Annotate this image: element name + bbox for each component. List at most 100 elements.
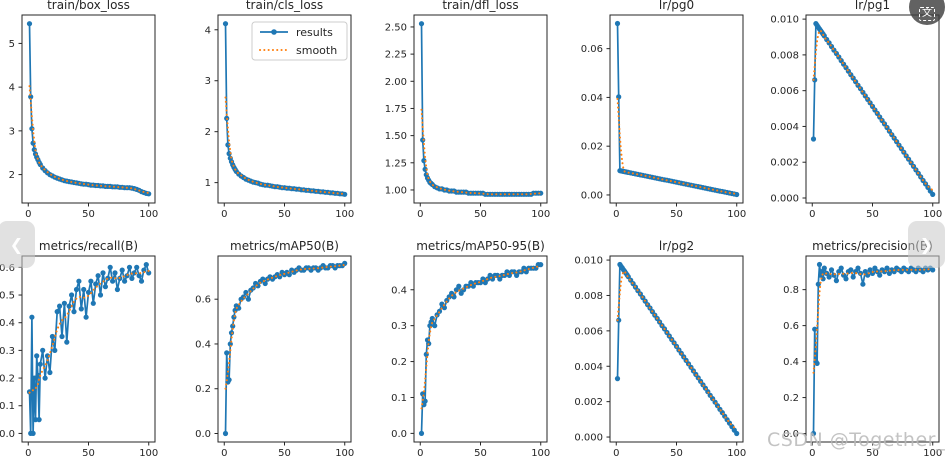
y-tick-label: 0.010	[574, 256, 603, 267]
results-marker	[146, 191, 152, 197]
y-tick-label: 3	[205, 76, 211, 87]
results-marker	[441, 305, 447, 311]
y-tick-label: 0.006	[574, 326, 603, 337]
x-tick-label: 0	[809, 209, 815, 220]
results-marker	[93, 281, 99, 287]
results-marker	[826, 274, 832, 280]
y-tick-label: 0.002	[574, 397, 603, 408]
x-tick-label: 50	[82, 448, 95, 459]
results-marker	[432, 323, 438, 329]
y-tick-label: 2.25	[385, 50, 407, 61]
results-marker	[57, 303, 63, 309]
axes-frame	[217, 14, 352, 204]
y-tick-label: 0.0	[391, 429, 407, 440]
results-marker	[833, 278, 840, 284]
x-tick-label: 100	[335, 209, 354, 220]
smooth-line	[224, 264, 346, 390]
results-marker	[418, 430, 425, 436]
results-marker	[812, 77, 818, 83]
chart-title: metrics/mAP50-95(B)	[416, 239, 545, 253]
results-marker	[143, 262, 149, 268]
results-marker	[262, 280, 268, 287]
y-tick-label: 0.06	[581, 44, 603, 55]
smooth-line	[812, 29, 934, 192]
legend-results-label: results	[296, 26, 333, 39]
y-tick-label: 0.0	[783, 429, 799, 440]
y-tick-label: 0.008	[574, 291, 603, 302]
smooth-line	[616, 270, 738, 431]
subplot-metrics-precision-b: 0.0 0.2 0.4 0.6 0.8 0 50 100 metrics/precision(B…	[783, 239, 942, 459]
results-marker	[816, 261, 823, 268]
results-line	[420, 263, 541, 434]
subplot-lr-pg0: 0.00 0.02 0.04 0.06 0 50 100 lr/pg0	[581, 0, 747, 220]
x-tick-label: 100	[531, 448, 550, 459]
y-tick-label: 2.50	[385, 22, 407, 33]
y-tick-label: 0.006	[770, 86, 799, 97]
chart-title: metrics/recall(B)	[39, 239, 138, 253]
y-tick-label: 2.00	[385, 77, 407, 88]
results-marker	[855, 265, 861, 271]
x-tick-label: 100	[727, 209, 746, 220]
y-tick-label: 0.6	[0, 263, 15, 274]
chart-title: metrics/precision(B)	[812, 239, 933, 253]
y-tick-label: 5	[9, 39, 15, 50]
results-marker	[815, 281, 821, 287]
chart-title: train/cls_loss	[246, 0, 323, 12]
results-marker	[814, 360, 820, 366]
subplot-train-dfl-loss: 1.00 1.25 1.50 1.75 2.00 2.25 2.50 0 50 100 train/…	[385, 0, 551, 220]
y-tick-label: 1	[205, 178, 211, 189]
results-line	[616, 23, 737, 196]
results-marker	[61, 300, 67, 306]
results-marker	[225, 142, 231, 148]
x-tick-label: 0	[25, 448, 31, 459]
results-marker	[810, 430, 817, 437]
results-marker	[812, 326, 818, 332]
y-tick-label: 0.004	[770, 122, 799, 133]
results-line	[224, 262, 346, 434]
results-marker	[36, 417, 42, 423]
results-marker	[884, 265, 890, 271]
axes-frame	[413, 14, 548, 204]
y-tick-label: 0.02	[581, 142, 603, 153]
carousel-next-button[interactable]: ❯	[908, 221, 945, 268]
x-tick-label: 50	[82, 209, 95, 220]
results-marker	[107, 264, 113, 270]
x-tick-label: 100	[531, 209, 550, 220]
results-marker	[42, 375, 48, 381]
results-marker	[614, 20, 621, 27]
results-marker	[850, 274, 856, 280]
results-marker	[26, 21, 33, 27]
y-tick-label: 1.00	[385, 185, 407, 196]
results-marker	[122, 278, 128, 284]
carousel-prev-button[interactable]: ❮	[0, 221, 35, 268]
x-tick-label: 0	[613, 448, 619, 459]
x-tick-label: 100	[727, 448, 746, 459]
y-tick-label: 0.6	[783, 321, 799, 332]
results-marker	[90, 300, 96, 306]
results-marker	[31, 375, 37, 381]
results-marker	[52, 347, 58, 353]
smooth-line	[28, 269, 150, 394]
y-tick-label: 0.00	[581, 190, 603, 201]
results-marker	[100, 270, 106, 276]
y-tick-label: 0.002	[770, 158, 799, 169]
results-marker	[66, 303, 72, 309]
subplot-metrics-map50-b: 0.0 0.2 0.4 0.6 0 50 100 metrics/mAP50(B)	[195, 239, 354, 459]
y-tick-label: 0.2	[783, 393, 799, 404]
smooth-line	[420, 108, 542, 196]
chevron-right-icon: ❯	[919, 235, 934, 254]
results-marker	[342, 191, 348, 197]
x-tick-label: 100	[335, 448, 354, 459]
y-tick-label: 2	[9, 170, 15, 181]
results-marker	[30, 430, 36, 436]
x-tick-label: 50	[866, 209, 879, 220]
results-marker	[44, 353, 51, 359]
results-marker	[734, 191, 740, 198]
chart-title: lr/pg1	[855, 0, 890, 12]
results-marker	[64, 339, 70, 345]
results-marker	[49, 333, 56, 340]
x-tick-label: 100	[923, 448, 942, 459]
results-marker	[245, 296, 251, 302]
